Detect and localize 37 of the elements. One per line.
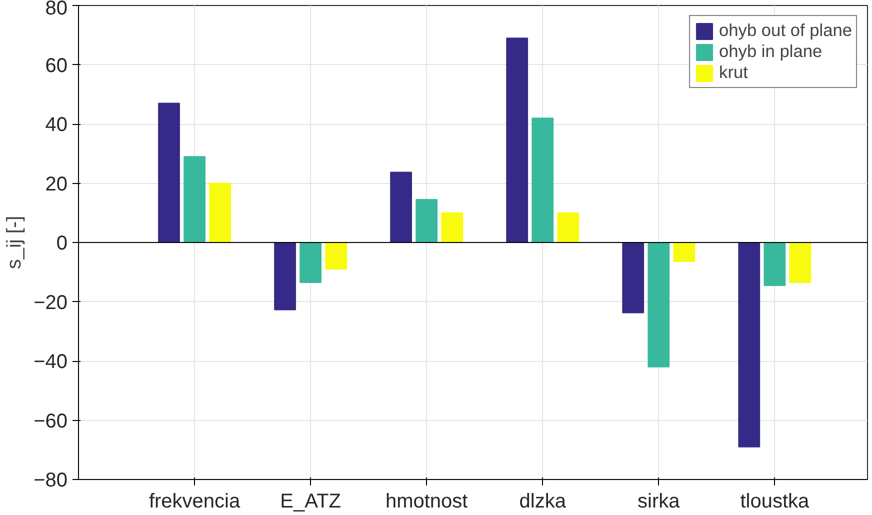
x-tick-label: dlzka (519, 490, 567, 512)
x-tick-label: E_ATZ (280, 490, 341, 512)
x-tick-label: sirka (638, 490, 681, 512)
y-tick-label: 80 (45, 0, 68, 20)
bar (300, 242, 322, 283)
bar (325, 242, 348, 270)
y-tick-label: −60 (34, 410, 68, 432)
y-tick-label: 20 (45, 173, 68, 196)
bar (557, 212, 580, 243)
bar (622, 242, 644, 314)
bar (158, 102, 180, 243)
y-tick-label: −20 (34, 292, 68, 314)
bar (532, 118, 554, 243)
bar (506, 38, 528, 243)
x-tick-label: hmotnost (385, 490, 468, 512)
x-tick-label: frekvencia (148, 490, 241, 512)
bar (764, 242, 786, 286)
legend-label: ohyb in plane (719, 41, 822, 62)
y-tick-label: 60 (45, 54, 68, 77)
bar (648, 242, 670, 368)
y-tick-label: −80 (34, 470, 68, 492)
bar (416, 199, 438, 243)
y-tick-label: 40 (45, 114, 68, 136)
bar (738, 242, 760, 448)
bar (390, 172, 412, 243)
bar (673, 242, 696, 262)
x-tick-label: tloustka (740, 490, 810, 512)
legend-label: krut (719, 62, 748, 83)
y-tick-label: −40 (34, 351, 68, 373)
bar (789, 242, 812, 283)
y-tick-label: 0 (56, 232, 68, 254)
y-axis-title: s_ij [-] (4, 216, 26, 270)
bar (274, 242, 296, 310)
bar (441, 212, 464, 243)
legend-label: ohyb out of plane (719, 20, 852, 41)
bar (209, 182, 231, 243)
bar (184, 156, 206, 243)
